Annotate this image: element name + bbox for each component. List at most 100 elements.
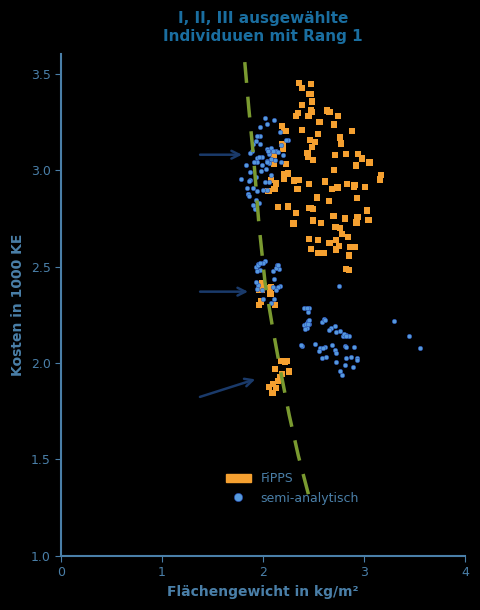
Point — [336, 326, 344, 336]
Point — [276, 281, 284, 290]
Point — [351, 242, 359, 251]
X-axis label: Flächengewicht in kg/m²: Flächengewicht in kg/m² — [167, 585, 359, 599]
Point — [258, 152, 266, 162]
Point — [254, 280, 262, 290]
Point — [317, 218, 325, 228]
Point — [298, 84, 306, 93]
Point — [252, 204, 259, 214]
Point — [284, 201, 292, 211]
Point — [354, 212, 361, 222]
Point — [265, 382, 273, 392]
Point — [336, 366, 344, 376]
Point — [237, 174, 245, 184]
Point — [258, 279, 265, 289]
Point — [260, 294, 267, 304]
Point — [316, 118, 324, 127]
Point — [353, 353, 361, 363]
Point — [342, 149, 349, 159]
Point — [267, 298, 275, 307]
Point — [296, 78, 303, 88]
Point — [282, 126, 289, 135]
Point — [343, 331, 350, 340]
Point — [307, 79, 314, 89]
Point — [346, 242, 354, 252]
Point — [276, 157, 284, 167]
Point — [308, 107, 316, 117]
Point — [246, 148, 253, 158]
Point — [256, 122, 264, 132]
Point — [280, 169, 288, 179]
Point — [253, 157, 261, 167]
Point — [331, 321, 339, 331]
Point — [254, 260, 262, 270]
Point — [263, 156, 271, 166]
Point — [336, 223, 344, 232]
Point — [337, 138, 345, 148]
Point — [250, 184, 257, 193]
Point — [278, 369, 286, 379]
Point — [342, 264, 350, 274]
Y-axis label: Kosten in 1000 KE: Kosten in 1000 KE — [11, 234, 25, 376]
Point — [305, 203, 312, 213]
Point — [265, 149, 273, 159]
Point — [377, 170, 385, 180]
Point — [321, 315, 329, 325]
Point — [304, 148, 312, 158]
Point — [304, 152, 312, 162]
Point — [353, 193, 361, 203]
Point — [255, 152, 263, 162]
Point — [308, 96, 316, 106]
Point — [307, 89, 315, 99]
Point — [256, 258, 264, 268]
Point — [276, 372, 284, 382]
Point — [266, 283, 274, 293]
Point — [294, 108, 302, 118]
Point — [300, 320, 308, 330]
Point — [282, 135, 290, 145]
Point — [309, 156, 317, 165]
Point — [292, 111, 300, 121]
Point — [322, 352, 329, 362]
Point — [270, 159, 278, 169]
Point — [256, 265, 264, 275]
Point — [336, 132, 344, 142]
Point — [349, 362, 357, 372]
Point — [305, 234, 313, 244]
Point — [330, 211, 337, 221]
Point — [314, 129, 322, 138]
Point — [318, 317, 325, 327]
Point — [253, 131, 261, 141]
Point — [256, 198, 264, 208]
Point — [326, 107, 334, 117]
Point — [274, 202, 282, 212]
Point — [342, 353, 350, 362]
Point — [244, 190, 252, 199]
Point — [276, 264, 283, 274]
Point — [278, 121, 286, 131]
Point — [341, 361, 349, 370]
Point — [252, 203, 259, 213]
Point — [327, 323, 335, 333]
Point — [285, 367, 292, 376]
Point — [270, 295, 278, 304]
Point — [271, 300, 279, 310]
Point — [264, 157, 271, 167]
Point — [305, 179, 312, 189]
Point — [333, 357, 340, 367]
Point — [309, 204, 317, 214]
Point — [318, 354, 326, 364]
Point — [251, 157, 258, 167]
Point — [350, 182, 358, 192]
Point — [333, 348, 340, 358]
Point — [246, 176, 253, 185]
Point — [321, 342, 328, 351]
Point — [322, 177, 329, 187]
Point — [295, 175, 302, 185]
Point — [252, 196, 260, 206]
Point — [352, 160, 360, 170]
Point — [344, 232, 351, 242]
Point — [331, 150, 339, 160]
Point — [330, 120, 338, 130]
Point — [252, 173, 260, 182]
Point — [245, 176, 253, 185]
